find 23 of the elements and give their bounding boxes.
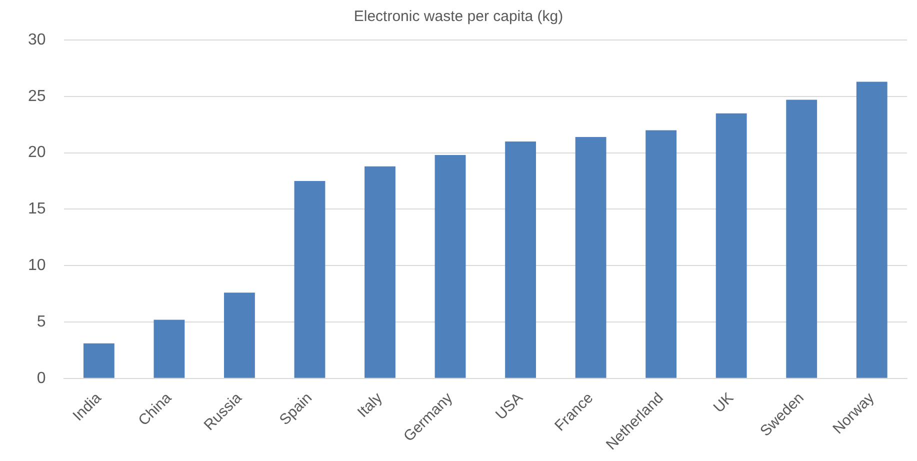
bar <box>646 130 677 378</box>
bar <box>294 180 326 378</box>
x-tick-label: USA <box>492 389 526 424</box>
bar <box>154 320 185 378</box>
y-tick-label: 30 <box>28 31 46 48</box>
bar <box>856 82 888 378</box>
bar <box>364 166 396 378</box>
bar <box>505 142 536 378</box>
y-tick-label: 15 <box>28 200 46 218</box>
y-tick-label: 5 <box>36 313 46 330</box>
chart-title: Electronic waste per capita (kg) <box>354 8 564 26</box>
bar <box>786 100 818 378</box>
bar <box>716 113 747 378</box>
bar <box>575 137 606 378</box>
y-tick-label: 10 <box>28 256 46 274</box>
x-tick-label: Italy <box>354 389 386 421</box>
x-tick-label: UK <box>710 389 738 416</box>
bar <box>434 155 466 378</box>
y-tick-label: 20 <box>28 144 46 162</box>
y-tick-label: 0 <box>36 370 46 387</box>
bar <box>83 343 114 378</box>
y-tick-label: 25 <box>28 88 46 105</box>
bar <box>224 292 255 378</box>
